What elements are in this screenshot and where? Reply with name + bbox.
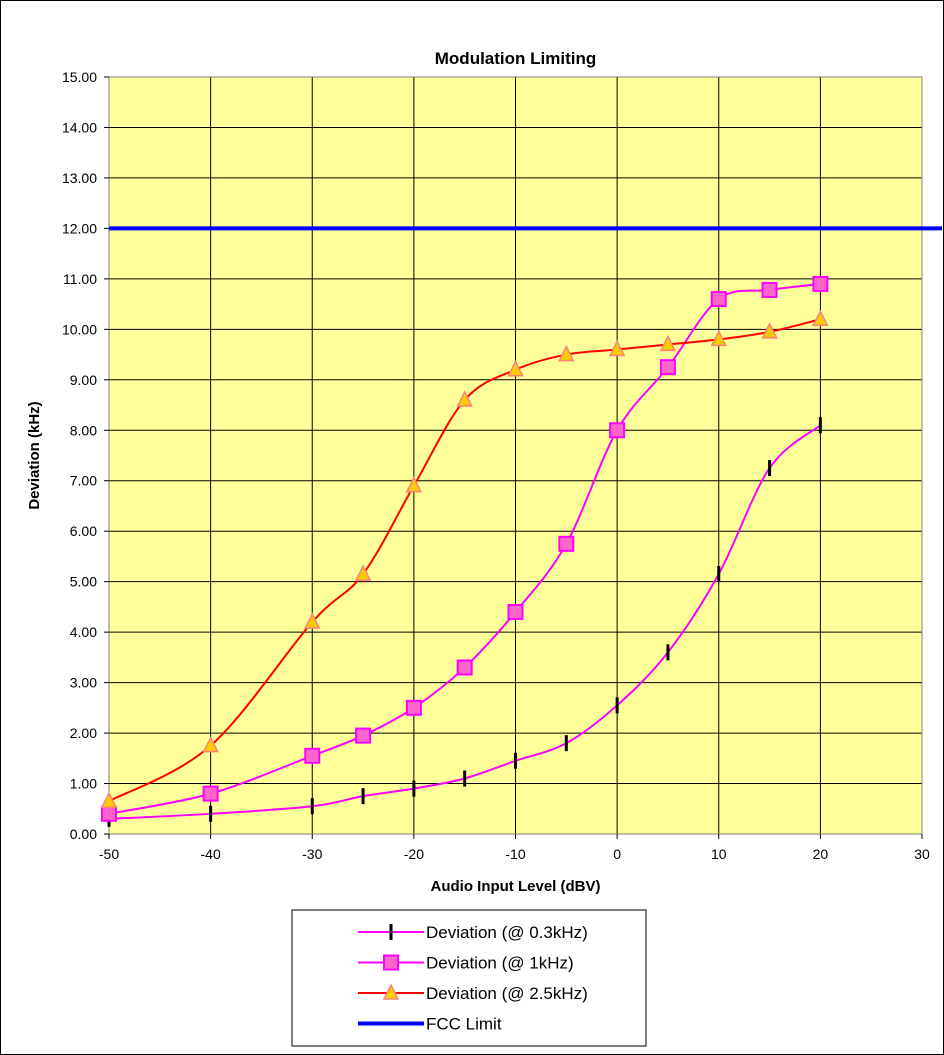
series-2-point — [304, 747, 321, 764]
series-3-point — [659, 334, 677, 352]
series-3-point — [761, 322, 778, 339]
x-tick-label: 10 — [711, 846, 727, 862]
y-tick-label: 5.00 — [70, 574, 97, 590]
x-tick-label: -20 — [404, 846, 424, 862]
series-3-point — [710, 329, 727, 347]
x-tick-label: 20 — [813, 846, 829, 862]
y-tick-label: 0.00 — [70, 826, 97, 842]
series-2-point — [355, 727, 372, 744]
y-tick-label: 14.00 — [62, 119, 97, 135]
series-2-point — [710, 291, 727, 308]
legend-item-4-label: FCC Limit — [426, 1015, 502, 1034]
series-3-point — [558, 344, 575, 362]
series-2-point — [456, 659, 473, 676]
series-2-point — [659, 359, 676, 376]
y-tick-label: 12.00 — [62, 220, 97, 236]
series-3-point — [405, 476, 423, 493]
y-tick-label: 2.00 — [70, 725, 97, 741]
plot-area: 0.00 1.00 2.00 3.00 4.00 5.00 6.00 7.00 8.00 9.00… — [62, 69, 942, 862]
x-tick-label: -30 — [302, 846, 322, 862]
y-tick-label: 13.00 — [62, 170, 97, 186]
x-axis-title: Audio Input Level (dBV) — [431, 878, 601, 895]
series-3-point — [354, 564, 372, 581]
y-axis-title: Deviation (kHz) — [26, 401, 43, 509]
series-3-point — [202, 736, 219, 753]
y-tick-label: 1.00 — [70, 776, 97, 792]
series-3-point — [456, 390, 473, 407]
series-2-point — [812, 275, 829, 292]
legend-item-1-label: Deviation (@ 0.3kHz) — [426, 923, 588, 942]
y-tick-label: 9.00 — [70, 372, 97, 388]
y-tick-label: 4.00 — [70, 624, 97, 640]
series-3-point — [507, 360, 524, 377]
y-tick-label: 3.00 — [70, 675, 97, 691]
x-tick-label: -10 — [505, 846, 525, 862]
legend: Deviation (@ 0.3kHz) Deviation (@ 1kHz) De… — [291, 909, 647, 1047]
legend-item-2-label: Deviation (@ 1kHz) — [426, 954, 574, 973]
x-tick-label: -50 — [99, 846, 119, 862]
legend-box — [291, 909, 647, 1047]
y-tick-label: 10.00 — [62, 321, 97, 337]
y-tick-label: 15.00 — [62, 69, 97, 85]
chart-title: Modulation Limiting — [435, 49, 596, 68]
x-tick-label: -40 — [201, 846, 221, 862]
legend-item-3-marker — [382, 983, 400, 1000]
series-3-line — [108, 318, 821, 803]
series-2-point — [507, 603, 524, 620]
series-3-point — [812, 309, 829, 326]
series-2-point — [609, 422, 626, 439]
x-tick-label: 30 — [914, 846, 930, 862]
legend-item-2-marker — [383, 954, 399, 971]
y-tick-label: 8.00 — [70, 422, 97, 438]
x-tick-label: 0 — [613, 846, 621, 862]
series-2-point — [405, 699, 422, 716]
series-3-point — [608, 339, 626, 357]
y-tick-label: 11.00 — [63, 271, 97, 287]
series-2-point — [761, 281, 778, 298]
series-2-point — [202, 785, 219, 802]
series-2-point — [558, 535, 575, 552]
series-3-point — [304, 612, 321, 629]
legend-item-3-label: Deviation (@ 2.5kHz) — [426, 984, 588, 1003]
y-tick-label: 6.00 — [70, 523, 97, 539]
series-3-point — [100, 791, 118, 808]
y-tick-label: 7.00 — [70, 473, 97, 489]
series-2-point — [101, 805, 117, 822]
